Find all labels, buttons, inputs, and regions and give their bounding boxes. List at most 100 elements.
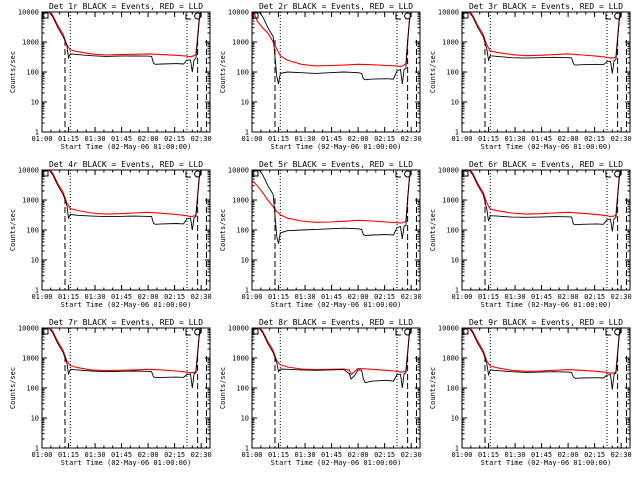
x-axis-label: Start Time (02-May-06 01:00:00): [481, 459, 612, 467]
x-axis-label: Start Time (02-May-06 01:00:00): [61, 143, 192, 151]
series-events-line: [468, 12, 622, 74]
series-events-line: [468, 170, 622, 232]
y-tick-label: 10000: [18, 9, 39, 17]
y-tick-label: 1: [455, 129, 459, 137]
y-tick-label: 10000: [18, 167, 39, 175]
y-tick-label: 10: [31, 257, 39, 265]
x-tick-label: 02:15: [584, 293, 605, 301]
x-tick-label: 02:00: [348, 451, 369, 459]
x-tick-label: 02:30: [191, 135, 212, 143]
x-tick-label: 02:30: [401, 135, 422, 143]
x-tick-label: 01:00: [31, 293, 52, 301]
x-tick-label: 02:00: [138, 451, 159, 459]
x-tick-label: 01:00: [241, 135, 262, 143]
x-tick-label: 02:00: [348, 293, 369, 301]
x-tick-label: 01:00: [241, 293, 262, 301]
corner-bracket-marker: [395, 171, 402, 178]
y-tick-label: 10: [241, 99, 249, 107]
series-events-line: [258, 170, 412, 244]
x-tick-label: 01:30: [85, 293, 106, 301]
plot-frame: [41, 11, 211, 133]
x-tick-label: 01:30: [295, 451, 316, 459]
x-tick-label: 01:45: [111, 293, 132, 301]
corner-bracket-marker: [395, 329, 402, 336]
plot-frame: [251, 327, 421, 449]
y-axis-label: Counts/sec: [429, 51, 437, 93]
y-axis-label: Counts/sec: [9, 367, 17, 409]
x-tick-label: 01:45: [111, 451, 132, 459]
y-tick-label: 1000: [442, 197, 459, 205]
y-tick-label: 100: [26, 385, 39, 393]
x-axis-label: Start Time (02-May-06 01:00:00): [271, 143, 402, 151]
y-tick-label: 100: [236, 385, 249, 393]
x-tick-label: 02:30: [611, 451, 632, 459]
x-tick-label: 01:15: [58, 293, 79, 301]
y-tick-label: 10: [451, 99, 459, 107]
panel-5: Det 5r BLACK = Events, RED = LLD 1 10 100 10…: [219, 160, 422, 309]
panel-4: Det 4r BLACK = Events, RED = LLD 1 10 100 10…: [9, 160, 212, 309]
corner-bracket-marker: [395, 13, 402, 20]
y-tick-label: 100: [236, 227, 249, 235]
y-tick-label: 10000: [228, 9, 249, 17]
series-lld-line: [252, 170, 412, 224]
plot-frame: [251, 169, 421, 291]
x-tick-label: 01:30: [505, 451, 526, 459]
corner-bracket-marker: [185, 329, 192, 336]
series-group: [253, 12, 412, 85]
y-tick-label: 1: [35, 287, 39, 295]
x-tick-label: 01:00: [451, 451, 472, 459]
y-tick-label: 100: [26, 69, 39, 77]
x-tick-label: 01:30: [85, 451, 106, 459]
corner-circle-marker: [404, 328, 412, 336]
y-tick-label: 1: [455, 287, 459, 295]
corner-circle-marker: [194, 328, 202, 336]
panel-title: Det 3r BLACK = Events, RED = LLD: [469, 2, 623, 11]
y-tick-label: 1000: [232, 39, 249, 47]
x-tick-label: 01:45: [321, 135, 342, 143]
y-axis-label: Counts/sec: [219, 367, 227, 409]
corner-bracket-marker: [605, 13, 612, 20]
panel-title: Det 6r BLACK = Events, RED = LLD: [469, 160, 623, 169]
series-group: [258, 328, 412, 389]
x-axis-label: Start Time (02-May-06 01:00:00): [481, 143, 612, 151]
y-tick-label: 10: [31, 99, 39, 107]
x-axis-label: Start Time (02-May-06 01:00:00): [61, 459, 192, 467]
x-axis-label: Start Time (02-May-06 01:00:00): [271, 301, 402, 309]
plot-frame: [461, 327, 631, 449]
x-tick-label: 02:15: [374, 451, 395, 459]
y-tick-label: 1000: [22, 39, 39, 47]
panel-8: Det 8r BLACK = Events, RED = LLD 1 10 100 10…: [219, 318, 422, 467]
y-tick-label: 100: [446, 69, 459, 77]
x-tick-label: 02:30: [401, 293, 422, 301]
panel-7: Det 7r BLACK = Events, RED = LLD 1 10 100 10…: [9, 318, 212, 467]
panel-title: Det 1r BLACK = Events, RED = LLD: [49, 2, 203, 11]
series-events-line: [258, 12, 412, 85]
y-tick-label: 1: [245, 445, 249, 453]
x-tick-label: 01:30: [505, 135, 526, 143]
series-group: [468, 170, 622, 232]
y-axis-label: Counts/sec: [9, 51, 17, 93]
y-tick-label: 10000: [438, 325, 459, 333]
y-tick-label: 100: [446, 385, 459, 393]
x-tick-label: 01:15: [58, 451, 79, 459]
x-tick-label: 01:00: [31, 451, 52, 459]
series-events-line: [48, 12, 202, 73]
x-tick-label: 01:45: [321, 451, 342, 459]
y-tick-label: 1000: [232, 355, 249, 363]
x-tick-label: 01:45: [531, 135, 552, 143]
x-tick-label: 01:45: [111, 135, 132, 143]
x-tick-label: 02:30: [191, 293, 212, 301]
x-tick-label: 02:00: [558, 293, 579, 301]
x-tick-label: 01:15: [478, 293, 499, 301]
y-tick-label: 100: [236, 69, 249, 77]
panel-title: Det 4r BLACK = Events, RED = LLD: [49, 160, 203, 169]
panel-title: Det 2r BLACK = Events, RED = LLD: [259, 2, 413, 11]
y-tick-label: 10000: [18, 325, 39, 333]
corner-square-marker: [462, 328, 469, 335]
corner-bracket-marker: [605, 171, 612, 178]
y-tick-label: 1: [455, 445, 459, 453]
corner-square-marker: [252, 170, 259, 177]
x-tick-label: 02:30: [611, 135, 632, 143]
x-tick-label: 02:00: [138, 293, 159, 301]
y-axis-label: Counts/sec: [429, 367, 437, 409]
